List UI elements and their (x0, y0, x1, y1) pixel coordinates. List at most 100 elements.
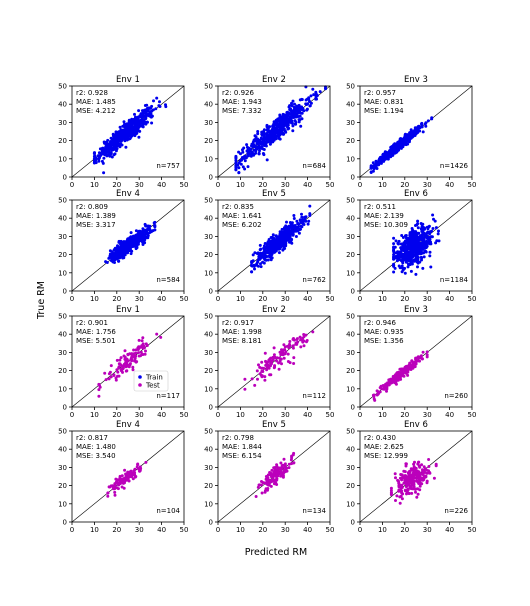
data-point (280, 472, 284, 476)
data-point (422, 244, 426, 248)
x-tick-label: 20 (112, 181, 121, 189)
data-point (315, 94, 319, 97)
data-point (308, 204, 312, 208)
data-point (303, 215, 306, 219)
data-point (399, 142, 403, 146)
data-point (286, 352, 290, 356)
x-tick-label: 40 (157, 295, 166, 303)
y-tick-label: 0 (351, 519, 355, 527)
data-point (406, 245, 410, 249)
data-point (255, 142, 259, 146)
data-point (274, 241, 278, 245)
data-point (297, 118, 301, 122)
data-point (128, 130, 132, 134)
data-point (433, 219, 437, 223)
panel-title: Env 6 (404, 420, 428, 430)
y-tick-label: 30 (58, 349, 67, 357)
y-tick-label: 50 (204, 313, 213, 321)
data-point (255, 262, 259, 266)
data-point (280, 227, 284, 231)
data-point (415, 495, 419, 499)
data-point (261, 152, 265, 155)
data-point (122, 486, 126, 490)
data-point (258, 146, 262, 150)
data-point (138, 469, 142, 473)
data-point (126, 137, 130, 141)
data-point (281, 243, 285, 247)
data-point (291, 453, 295, 457)
data-point (253, 134, 257, 138)
data-point (402, 374, 406, 378)
stat-r2: r2: 0.817 (76, 434, 108, 442)
x-tick-label: 10 (378, 295, 387, 303)
data-point (396, 374, 400, 378)
data-point (103, 141, 106, 145)
data-point (410, 246, 414, 250)
data-point (275, 477, 279, 481)
data-point (308, 214, 312, 217)
y-tick-label: 40 (58, 101, 67, 109)
data-point (415, 234, 419, 238)
y-tick-label: 20 (346, 251, 355, 259)
data-point (251, 145, 255, 149)
data-point (429, 235, 433, 239)
data-point (127, 243, 131, 246)
data-point (106, 494, 110, 498)
data-point (430, 117, 434, 121)
data-point (121, 124, 125, 128)
panel-title: Env 3 (404, 305, 428, 315)
data-point (154, 107, 158, 111)
data-point (122, 354, 126, 358)
legend-test-label: Test (145, 382, 160, 390)
x-tick-label: 40 (157, 181, 166, 189)
data-point (253, 383, 257, 387)
data-point (295, 115, 299, 119)
data-point (308, 99, 311, 103)
data-point (416, 226, 420, 230)
y-tick-label: 30 (204, 233, 213, 241)
data-point (280, 230, 284, 234)
data-point (269, 258, 273, 262)
panel-title: Env 5 (262, 189, 286, 199)
data-point (128, 474, 131, 478)
data-point (134, 348, 138, 352)
data-point (411, 130, 415, 134)
y-tick-label: 30 (346, 349, 355, 357)
data-point (397, 239, 401, 243)
stat-mae: MAE: 1.641 (222, 212, 262, 220)
data-point (137, 125, 141, 129)
data-point (416, 460, 420, 464)
data-point (397, 489, 401, 493)
data-point (410, 468, 414, 472)
data-point (413, 365, 417, 369)
n-label: n=757 (156, 162, 180, 170)
data-point (437, 239, 441, 243)
data-point (119, 249, 123, 253)
data-point (434, 226, 438, 230)
data-point (270, 468, 274, 472)
data-point (234, 161, 238, 165)
data-point (297, 231, 301, 235)
data-point (297, 111, 301, 115)
panel-4: Env 4 0 10 20 30 40 50 0 10 20 30 40 50 r2: 0.809MAE:… (58, 189, 188, 303)
panel-1: Env 1 0 10 20 30 40 50 0 10 20 30 40 50 r2: 0.928MAE:… (58, 75, 188, 189)
data-point (395, 146, 399, 150)
data-point (106, 138, 110, 142)
data-point (436, 232, 440, 236)
data-point (273, 355, 277, 359)
data-point (293, 102, 296, 106)
y-tick-label: 0 (63, 288, 67, 296)
data-point (292, 214, 296, 217)
stat-mse: MSE: 5.501 (76, 337, 116, 345)
data-point (294, 120, 298, 124)
data-point (117, 142, 121, 146)
x-tick-label: 50 (326, 526, 335, 534)
data-point (291, 346, 295, 350)
x-tick-label: 0 (216, 411, 220, 419)
data-point (123, 479, 127, 483)
data-point (274, 474, 278, 478)
data-point (385, 387, 389, 391)
stat-mse: MSE: 6.154 (222, 452, 262, 460)
data-point (104, 378, 108, 382)
